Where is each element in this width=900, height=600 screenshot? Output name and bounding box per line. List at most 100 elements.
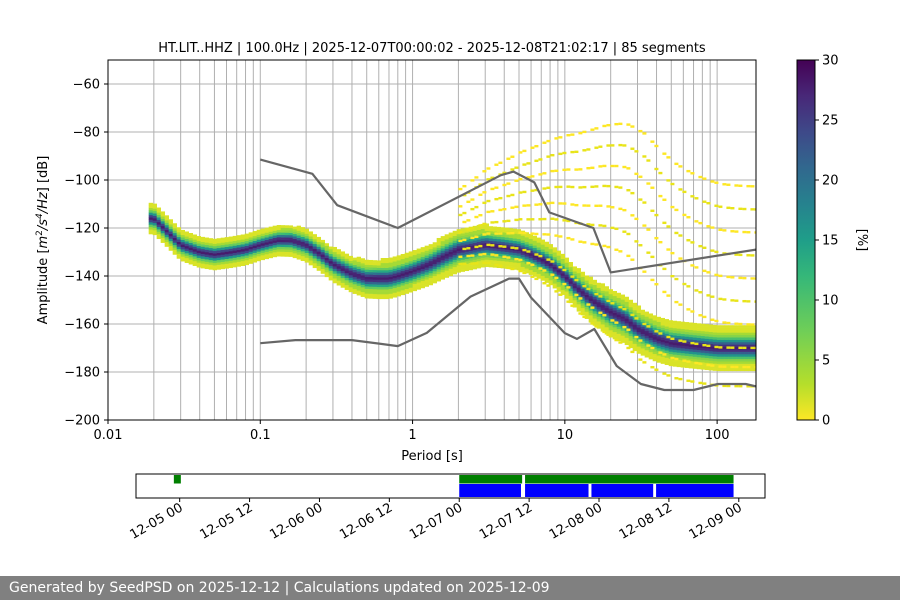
- heat-cell: [560, 265, 565, 269]
- heat-cell: [532, 242, 537, 246]
- heat-cell: [592, 279, 597, 283]
- heat-cell: [408, 277, 413, 281]
- heat-cell: [224, 249, 229, 252]
- heat-cell: [552, 254, 557, 258]
- heat-cell: [236, 259, 241, 262]
- heat-cell: [236, 244, 241, 248]
- heat-cell: [436, 237, 441, 241]
- heat-cell: [616, 311, 621, 315]
- heat-cell: [552, 271, 557, 275]
- heat-cell: [732, 354, 737, 357]
- heat-cell: [552, 264, 557, 267]
- heat-cell: [168, 226, 173, 230]
- heat-cell: [648, 344, 653, 348]
- heat-cell: [628, 345, 633, 349]
- heat-cell: [416, 258, 421, 261]
- heat-cell: [512, 228, 517, 232]
- heat-cell: [168, 233, 173, 237]
- heat-cell: [408, 285, 413, 288]
- heat-trace-cell: [494, 263, 499, 267]
- heat-cell: [616, 314, 621, 318]
- heat-cell: [616, 292, 621, 296]
- heat-trace-cell: [562, 219, 567, 222]
- heat-trace-cell: [582, 149, 587, 152]
- heat-cell: [576, 272, 581, 276]
- heat-trace-cell: [558, 202, 563, 205]
- heat-cell: [436, 254, 441, 258]
- heat-cell: [324, 257, 329, 261]
- heat-cell: [752, 325, 756, 328]
- heat-trace-cell: [582, 315, 587, 319]
- heat-trace-cell: [670, 337, 675, 340]
- heat-cell: [720, 337, 725, 340]
- heat-cell: [464, 229, 469, 233]
- heat-cell: [184, 248, 189, 251]
- heat-cell: [676, 357, 681, 360]
- heat-cell: [456, 257, 461, 261]
- heat-cell: [328, 265, 333, 269]
- heat-cell: [476, 258, 481, 262]
- heat-cell: [236, 263, 241, 267]
- heat-cell: [272, 247, 277, 250]
- heat-cell: [512, 250, 517, 253]
- heat-cell: [740, 361, 745, 364]
- heat-cell: [548, 265, 553, 269]
- heat-cell: [748, 361, 753, 364]
- heat-cell: [468, 265, 473, 268]
- heat-cell: [476, 239, 481, 242]
- heat-trace-cell: [754, 277, 756, 280]
- heat-cell: [724, 330, 729, 333]
- heat-cell: [728, 358, 733, 362]
- heat-cell: [220, 240, 225, 243]
- heat-trace-cell: [634, 150, 639, 153]
- heat-cell: [400, 268, 405, 272]
- heat-cell: [520, 269, 525, 272]
- heat-cell: [320, 271, 325, 274]
- heat-trace-cell: [598, 165, 603, 168]
- heat-cell: [396, 257, 401, 261]
- heat-cell: [536, 271, 541, 274]
- heat-cell: [632, 322, 637, 325]
- heat-cell: [160, 216, 165, 219]
- heat-trace-cell: [490, 253, 495, 256]
- footer-bar: Generated by SeedPSD on 2025-12-12 | Cal…: [0, 576, 900, 600]
- heat-cell: [528, 236, 533, 239]
- heat-cell: [484, 259, 489, 263]
- heat-cell: [660, 341, 665, 345]
- heat-cell: [648, 320, 653, 324]
- heat-cell: [360, 260, 365, 264]
- heat-cell: [284, 249, 289, 252]
- heat-cell: [636, 324, 641, 328]
- heat-cell: [704, 355, 709, 359]
- heat-cell: [244, 262, 249, 266]
- heat-cell: [248, 261, 253, 264]
- heat-cell: [352, 260, 357, 263]
- timeline-tick-label: 12-08 00: [547, 500, 605, 542]
- heat-cell: [244, 248, 249, 251]
- heat-trace-cell: [534, 253, 539, 256]
- heat-cell: [360, 258, 365, 261]
- heat-cell: [356, 268, 361, 272]
- heat-cell: [208, 245, 213, 249]
- heat-cell: [348, 260, 353, 264]
- heat-cell: [488, 231, 493, 234]
- heat-cell: [328, 256, 333, 259]
- heat-cell: [388, 276, 393, 280]
- heat-cell: [188, 261, 193, 265]
- heat-cell: [632, 324, 637, 328]
- heat-cell: [604, 310, 609, 313]
- heat-cell: [240, 248, 245, 252]
- heat-cell: [524, 253, 529, 257]
- heat-trace-cell: [630, 214, 635, 217]
- heat-cell: [396, 288, 401, 292]
- heat-cell: [256, 239, 261, 243]
- heat-cell: [648, 325, 653, 329]
- heat-cell: [284, 227, 289, 231]
- heat-cell: [224, 265, 229, 269]
- heat-cell: [488, 245, 493, 249]
- heat-trace-cell: [654, 330, 659, 333]
- heat-cell: [504, 254, 509, 257]
- heat-cell: [620, 337, 625, 341]
- heat-cell: [636, 305, 641, 309]
- heat-trace-cell: [698, 381, 703, 385]
